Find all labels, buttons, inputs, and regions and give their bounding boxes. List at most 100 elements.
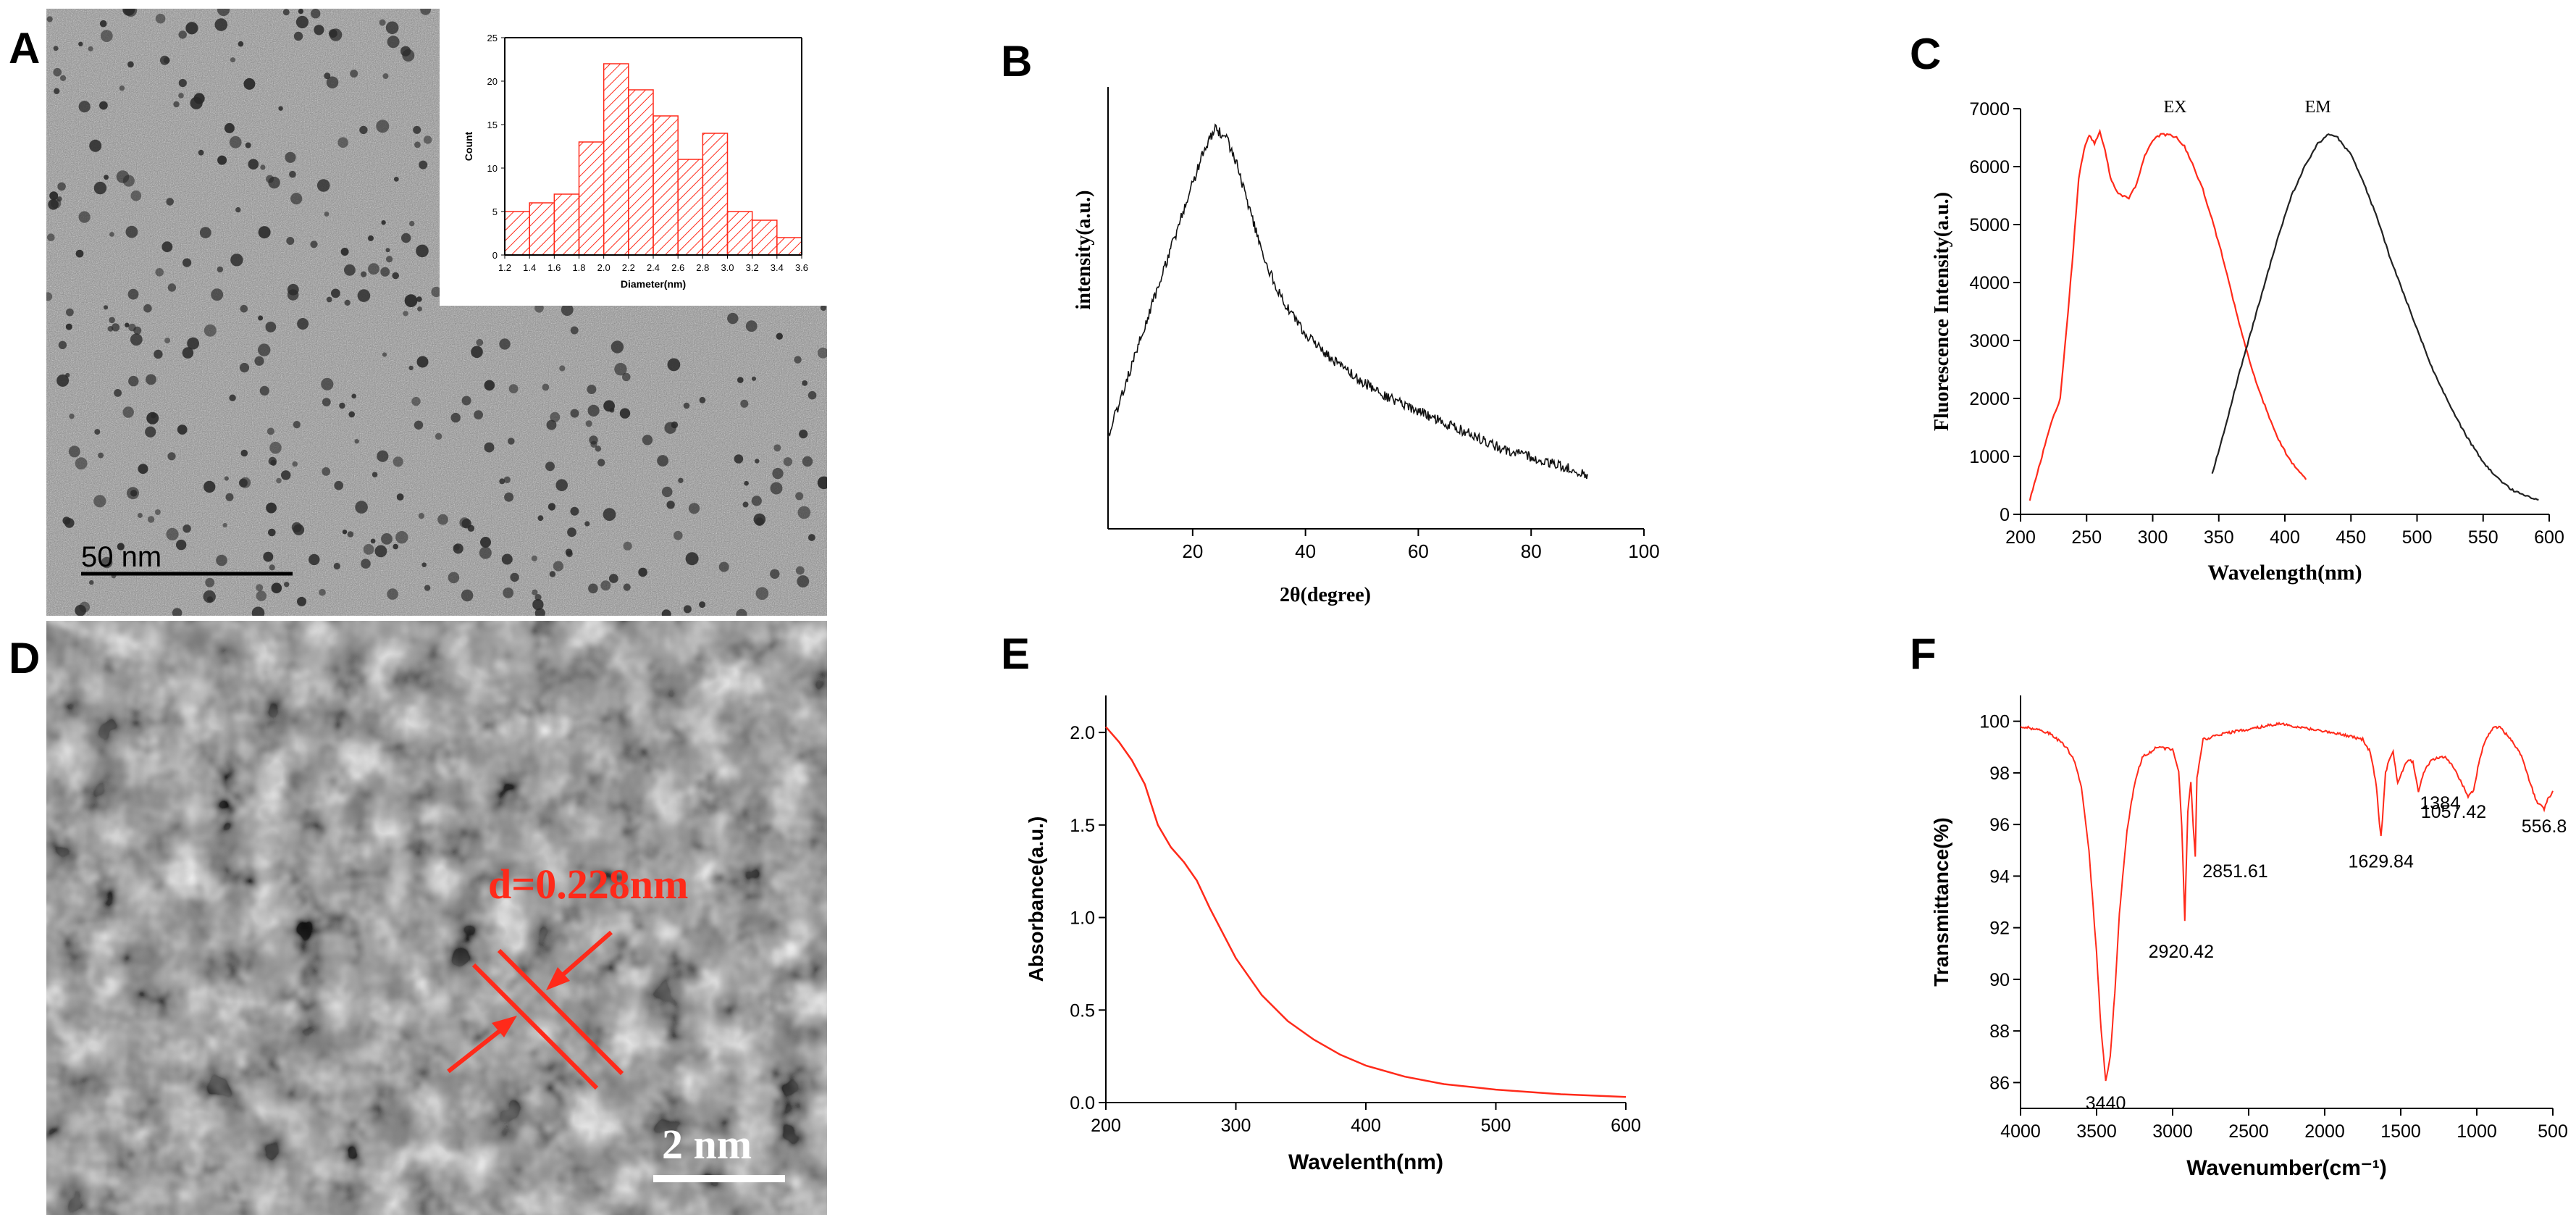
panel-letter-a: A xyxy=(9,24,41,72)
nanoparticle xyxy=(401,233,411,243)
nanoparticle xyxy=(355,501,368,514)
nanoparticle xyxy=(293,421,301,429)
nanoparticle xyxy=(773,444,781,452)
nanoparticle xyxy=(182,347,194,359)
nanoparticle xyxy=(331,288,340,298)
y-tick-label: 25 xyxy=(487,33,498,43)
histogram-bar xyxy=(578,141,605,256)
x-tick-label: 3.0 xyxy=(721,262,734,273)
nanoparticle xyxy=(137,513,143,518)
x-axis-title: 2θ(degree) xyxy=(1280,584,1371,606)
nanoparticle xyxy=(178,93,184,99)
nanoparticle xyxy=(222,522,227,528)
nanoparticle xyxy=(382,352,387,357)
y-tick-label: 92 xyxy=(1989,919,2010,939)
nanoparticle xyxy=(661,609,671,616)
nanoparticle xyxy=(65,323,72,330)
nanoparticle xyxy=(683,605,692,614)
nanoparticle xyxy=(453,543,463,554)
x-tick-label: 20 xyxy=(1182,540,1203,562)
nanoparticle xyxy=(359,125,368,135)
nanoparticle xyxy=(467,524,475,532)
nanoparticle xyxy=(93,495,106,508)
nanoparticle xyxy=(324,212,330,217)
nanoparticle xyxy=(46,16,53,22)
nanoparticle xyxy=(185,22,198,35)
nanoparticle xyxy=(570,326,579,335)
nanoparticle xyxy=(130,333,143,346)
nanoparticle xyxy=(461,589,474,602)
nanoparticle xyxy=(416,296,422,302)
nanoparticle xyxy=(820,304,827,312)
nanoparticle xyxy=(413,125,421,134)
x-tick-label: 4000 xyxy=(2000,1121,2041,1142)
nanoparticle xyxy=(484,442,495,453)
nanoparticle xyxy=(555,479,568,491)
ex-curve xyxy=(2029,128,2307,501)
x-tick-label: 1.2 xyxy=(498,262,511,273)
histogram-chart: 1.2 1.4 1.6 1.8 2.0 2.2 2.4 2.6 2.8 3.0 3.2 3.4 3.6 0… xyxy=(463,33,808,290)
nanoparticle xyxy=(742,501,749,508)
x-tick-label: 600 xyxy=(1611,1116,1641,1136)
x-tick-label: 1.6 xyxy=(547,262,561,273)
peak-label: 556.8 xyxy=(2522,816,2567,837)
nanoparticle xyxy=(182,258,192,267)
nanoparticle xyxy=(450,412,461,423)
nanoparticle xyxy=(808,534,815,541)
nanoparticle xyxy=(285,151,296,163)
nanoparticle xyxy=(248,159,259,170)
nanoparticle xyxy=(381,220,386,225)
nanoparticle xyxy=(339,402,345,409)
histogram-bar xyxy=(529,202,555,256)
nanoparticle xyxy=(101,556,113,569)
arrow-right-head xyxy=(546,967,570,990)
nanoparticle xyxy=(418,513,425,519)
y-tick-label: 86 xyxy=(1989,1073,2010,1093)
nanoparticle xyxy=(408,365,414,371)
nanoparticle xyxy=(751,376,757,381)
y-tick-label: 0 xyxy=(2000,505,2010,525)
nanoparticle xyxy=(319,588,326,596)
nanoparticle xyxy=(499,338,511,350)
nanoparticle xyxy=(421,562,427,567)
em-label: EM xyxy=(2305,98,2331,117)
nanoparticle xyxy=(240,477,251,488)
nanoparticle xyxy=(499,478,505,485)
x-axis-title: Diameter(nm) xyxy=(621,278,686,290)
nanoparticle xyxy=(127,61,134,68)
nanoparticle xyxy=(311,9,321,19)
nanoparticle xyxy=(78,211,91,223)
nanoparticle xyxy=(49,191,59,201)
nanoparticle xyxy=(333,562,340,570)
nanoparticle xyxy=(374,545,387,558)
nanoparticle xyxy=(178,79,187,88)
nanoparticle xyxy=(98,452,104,459)
nanoparticle xyxy=(350,70,358,78)
nanoparticle xyxy=(291,522,302,532)
histogram-bar xyxy=(603,63,629,256)
x-tick-label: 3000 xyxy=(2152,1121,2193,1142)
nanoparticle xyxy=(159,55,169,65)
x-tick-label: 1500 xyxy=(2380,1121,2421,1142)
x-tick-label: 100 xyxy=(1628,540,1659,562)
nanoparticle xyxy=(351,393,357,399)
nanoparticle xyxy=(382,73,389,80)
nanoparticle xyxy=(744,480,749,486)
nanoparticle xyxy=(589,435,598,445)
nanoparticle xyxy=(239,362,250,373)
nanoparticle xyxy=(289,170,296,178)
nanoparticle xyxy=(258,226,271,239)
nanoparticle xyxy=(727,312,739,325)
nanoparticle xyxy=(53,46,59,51)
nanoparticle xyxy=(368,263,379,275)
nanoparticle xyxy=(745,320,758,333)
nanoparticle xyxy=(199,227,211,238)
nanoparticle xyxy=(344,299,351,306)
nanoparticle xyxy=(295,15,309,29)
nanoparticle xyxy=(603,400,615,412)
nanoparticle xyxy=(340,248,349,256)
nanoparticle xyxy=(143,304,152,313)
nanoparticle xyxy=(503,476,511,484)
nanoparticle xyxy=(172,608,182,616)
nanoparticle xyxy=(531,555,538,562)
